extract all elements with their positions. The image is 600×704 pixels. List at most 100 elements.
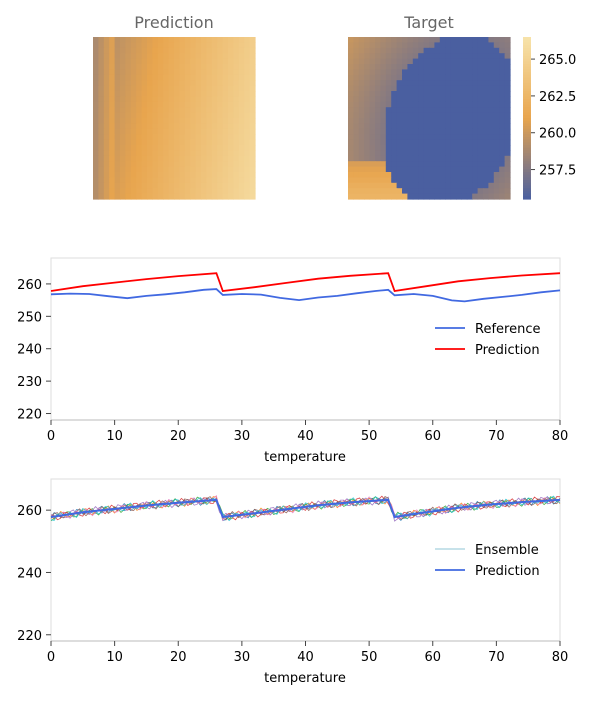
- heatmap-cell: [152, 193, 159, 200]
- heatmap-cell: [407, 177, 414, 184]
- heatmap-cell: [493, 123, 500, 130]
- heatmap-cell: [369, 69, 376, 76]
- heatmap-cell: [120, 193, 126, 200]
- heatmap-cell: [375, 47, 381, 54]
- heatmap-cell: [504, 42, 511, 49]
- heatmap-cell: [120, 107, 126, 114]
- heatmap-cell: [217, 80, 224, 87]
- heatmap-cell: [211, 112, 218, 119]
- colorbar-cell: [523, 101, 531, 106]
- colorbar-cell: [523, 153, 531, 157]
- heatmap-cell: [385, 42, 392, 49]
- heatmap-cell: [147, 85, 153, 92]
- heatmap-cell: [450, 47, 457, 54]
- heatmap-cell: [445, 166, 452, 173]
- heatmap-cell: [157, 177, 164, 184]
- heatmap-cell: [439, 80, 446, 87]
- heatmap-cell: [375, 91, 381, 97]
- heatmap-cell: [201, 112, 207, 119]
- heatmap-cell: [402, 193, 408, 200]
- heatmap-cell: [385, 107, 392, 114]
- heatmap-cell: [353, 101, 360, 108]
- colorbar-cell: [523, 134, 531, 138]
- heatmap-cell: [504, 177, 511, 184]
- heatmap-cell: [206, 182, 213, 189]
- heatmap-cell: [136, 58, 143, 65]
- heatmap-cell: [136, 128, 143, 135]
- heatmap-cell: [163, 101, 170, 108]
- heatmap-cell: [466, 96, 473, 103]
- heatmap-cell: [238, 64, 245, 70]
- heatmap-cell: [429, 58, 435, 65]
- heatmap-cell: [114, 96, 121, 103]
- heatmap-cell: [412, 47, 419, 54]
- heatmap-cell: [364, 193, 371, 200]
- heatmap-cell: [407, 42, 414, 49]
- heatmap-cell: [217, 101, 224, 108]
- heatmap-cell: [472, 150, 479, 157]
- heatmap-cell: [179, 145, 186, 151]
- heatmap-cell: [358, 188, 365, 195]
- heatmap-cell: [103, 58, 110, 65]
- colorbar-cell: [523, 61, 531, 65]
- heatmap-cell: [364, 150, 371, 157]
- heatmap-cell: [147, 58, 153, 65]
- heatmap-cell: [434, 182, 441, 189]
- heatmap-cell: [147, 69, 153, 76]
- heatmap-cell: [488, 91, 495, 97]
- heatmap-cell: [174, 64, 180, 70]
- heatmap-cell: [472, 47, 479, 54]
- heatmap-cell: [364, 172, 371, 178]
- heatmap-cell: [402, 58, 408, 65]
- heatmap-cell: [429, 47, 435, 54]
- heatmap-cell: [179, 177, 186, 184]
- heatmap-cell: [228, 139, 234, 146]
- heatmap-cell: [456, 101, 462, 108]
- heatmap-cell: [418, 80, 425, 87]
- heatmap-cell: [477, 118, 484, 124]
- heatmap-cell: [407, 128, 414, 135]
- heatmap-cell: [238, 182, 245, 189]
- heatmap-cell: [450, 150, 457, 157]
- heatmap-cell: [466, 150, 473, 157]
- colorbar-cell: [523, 120, 531, 124]
- heatmap-cell: [461, 69, 468, 76]
- heatmap-cell: [152, 47, 159, 54]
- colorbar-cell: [523, 45, 531, 49]
- heatmap-cell: [477, 74, 484, 81]
- colorbar-cell: [523, 145, 531, 149]
- heatmap-cell: [423, 128, 430, 135]
- heatmap-cell: [238, 74, 245, 81]
- heatmap-cell: [244, 47, 251, 54]
- heatmap-cell: [152, 134, 159, 141]
- heatmap-cell: [412, 53, 419, 60]
- heatmap-cell: [461, 107, 468, 114]
- heatmap-cell: [244, 177, 251, 184]
- heatmap-cell: [402, 139, 408, 146]
- heatmap-cell: [375, 161, 381, 168]
- heatmap-cell: [418, 188, 425, 195]
- heatmap-cell: [228, 188, 234, 195]
- heatmap-cell: [358, 37, 365, 43]
- heatmap-cell: [429, 107, 435, 114]
- colorbar-cell: [523, 82, 531, 87]
- heatmap-cell: [93, 101, 99, 108]
- heatmap-cell: [190, 118, 197, 124]
- heatmap-cell: [423, 123, 430, 130]
- heatmap-cell: [472, 101, 479, 108]
- heatmap-cell: [184, 47, 191, 54]
- heatmap-cell: [445, 155, 452, 162]
- colorbar-cell: [523, 93, 531, 97]
- heatmap-cell: [353, 74, 360, 81]
- heatmap-cell: [249, 139, 256, 146]
- heatmap-cell: [402, 42, 408, 49]
- heatmap-cell: [456, 74, 462, 81]
- heatmap-cell: [98, 80, 105, 87]
- heatmap-cell: [147, 177, 153, 184]
- heatmap-cell: [439, 101, 446, 108]
- x-tick-label: 10: [106, 650, 123, 665]
- heatmap-cell: [136, 112, 143, 119]
- heatmap-cell: [423, 42, 430, 49]
- colorbar-cell: [523, 74, 531, 79]
- heatmap-cell: [439, 42, 446, 49]
